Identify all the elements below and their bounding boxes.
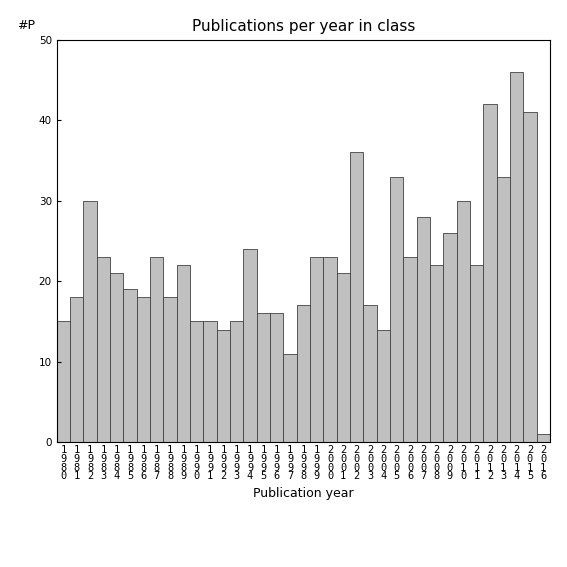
Bar (217, 329, 230, 442)
Bar (243, 249, 257, 442)
Bar (270, 314, 284, 442)
Bar (470, 265, 483, 442)
Text: #P: #P (17, 19, 35, 32)
Bar (390, 176, 403, 442)
Bar (110, 273, 124, 442)
Bar (497, 176, 510, 442)
Bar (137, 297, 150, 442)
Bar (323, 257, 337, 442)
Bar (536, 434, 550, 442)
Bar (363, 306, 376, 442)
Bar (456, 201, 470, 442)
Bar (510, 72, 523, 442)
Bar (204, 321, 217, 442)
Bar (337, 273, 350, 442)
Bar (483, 104, 497, 442)
Bar (257, 314, 270, 442)
Bar (83, 201, 97, 442)
Bar (417, 217, 430, 442)
Bar (97, 257, 110, 442)
Bar (163, 297, 177, 442)
Bar (297, 306, 310, 442)
Bar (430, 265, 443, 442)
Bar (376, 329, 390, 442)
Bar (350, 153, 363, 442)
Bar (57, 321, 70, 442)
Bar (177, 265, 190, 442)
Bar (230, 321, 243, 442)
Bar (403, 257, 417, 442)
Bar (70, 297, 83, 442)
Bar (443, 233, 456, 442)
Bar (523, 112, 536, 442)
Bar (310, 257, 323, 442)
X-axis label: Publication year: Publication year (253, 487, 354, 500)
Title: Publications per year in class: Publications per year in class (192, 19, 415, 35)
Bar (284, 354, 297, 442)
Bar (150, 257, 163, 442)
Bar (190, 321, 204, 442)
Bar (124, 289, 137, 442)
